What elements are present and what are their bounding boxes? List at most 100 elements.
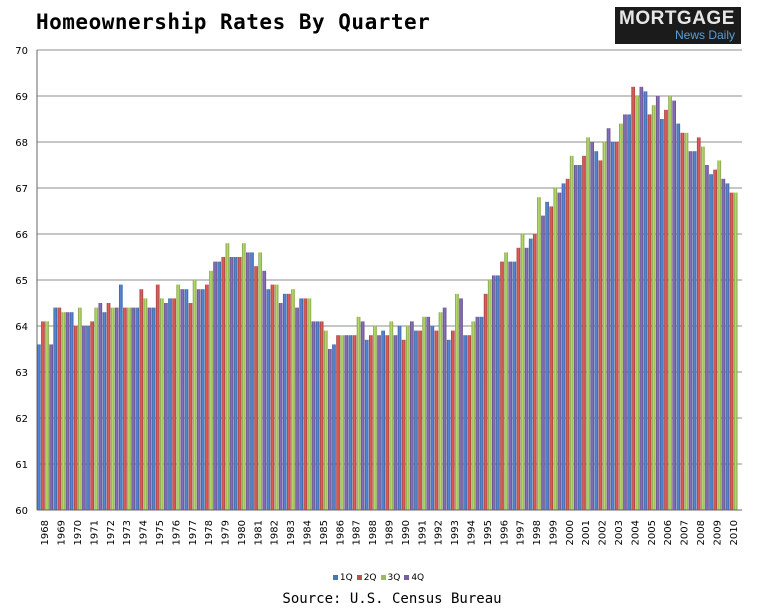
x-tick-label: 1973 [122,520,133,545]
bar-2Q-1996 [500,261,504,510]
bar-3Q-1974 [143,298,148,510]
y-tick-label: 69 [15,92,28,103]
bar-4Q-2002 [606,128,611,510]
bar-4Q-1970 [82,326,86,510]
bar-3Q-1988 [373,326,377,510]
bar-3Q-1993 [455,293,459,510]
bar-4Q-1987 [360,321,365,510]
bar-4Q-1973 [131,307,135,510]
bar-1Q-2003 [610,142,615,510]
chart-legend: 1Q 2Q 3Q 4Q [0,573,757,583]
bar-3Q-1984 [307,298,312,510]
bar-4Q-2006 [672,100,677,510]
bar-4Q-2003 [623,114,627,511]
bar-2Q-2004 [631,86,636,511]
x-tick-label: 1976 [171,520,182,545]
bar-4Q-1991 [426,316,431,510]
x-tick-label: 1994 [466,520,477,545]
x-tick-label: 1982 [270,520,281,545]
bar-3Q-1981 [258,252,263,510]
bar-3Q-2001 [586,137,590,510]
bar-2Q-2009 [713,169,718,510]
bar-1Q-1979 [217,261,222,510]
bar-2Q-1979 [221,257,226,510]
x-tick-label: 1984 [303,520,314,545]
bar-4Q-2008 [705,165,709,510]
source-caption: Source: U.S. Census Bureau [282,591,502,607]
bar-1Q-2004 [627,114,631,511]
logo-line1: MORTGAGE [619,8,735,29]
bar-2Q-1985 [319,321,324,510]
bar-1Q-1971 [86,326,90,510]
bar-3Q-1998 [537,197,541,510]
bar-3Q-1994 [471,321,476,510]
bar-2Q-1981 [254,266,258,510]
bar-1Q-1976 [168,298,172,510]
bar-4Q-1993 [459,298,463,510]
bar-3Q-1990 [405,326,410,510]
bar-1Q-1997 [512,261,517,510]
bar-3Q-1973 [127,307,131,510]
bar-2Q-1970 [73,326,78,510]
bar-3Q-1985 [323,330,328,510]
bar-4Q-1995 [491,275,496,510]
bar-1Q-2007 [676,123,681,510]
bar-4Q-2000 [573,165,578,510]
x-tick-label: 1968 [40,520,51,545]
bar-1Q-1973 [118,284,123,510]
bar-4Q-1986 [344,335,349,510]
bar-4Q-1990 [409,321,414,510]
bar-2Q-2003 [614,142,619,510]
legend-label: 3Q [387,573,401,583]
bar-4Q-1976 [180,289,185,510]
bar-4Q-1998 [541,215,545,510]
bar-2Q-1989 [385,335,390,510]
bar-3Q-1995 [487,280,492,510]
bar-4Q-1988 [377,335,381,510]
x-tick-label: 1989 [385,520,396,545]
x-tick-label: 1971 [89,520,100,545]
bar-2Q-1986 [336,335,340,510]
x-tick-label: 2008 [696,520,707,545]
bar-2Q-1984 [303,298,308,510]
x-tick-label: 1986 [335,520,346,545]
bar-4Q-1979 [229,257,234,510]
bar-3Q-1982 [274,284,279,510]
bar-2Q-2000 [565,178,570,511]
bar-4Q-1999 [557,192,562,510]
bar-4Q-2009 [721,178,726,511]
x-tick-label: 1993 [450,520,461,545]
bar-2Q-1978 [205,284,209,510]
y-tick-label: 65 [15,276,28,287]
bar-3Q-1977 [192,280,197,510]
bar-2Q-1999 [549,206,554,510]
bar-3Q-2010 [733,192,738,510]
bar-2Q-1983 [287,293,291,510]
legend-item-2Q: 2Q [356,573,377,583]
x-tick-label: 1997 [516,520,527,545]
x-tick-label: 2003 [614,520,625,545]
x-tick-label: 2007 [680,520,691,545]
x-tick-label: 1985 [319,520,330,545]
bar-3Q-1972 [110,307,115,510]
x-tick-label: 2005 [647,520,658,545]
x-tick-label: 2002 [598,520,609,545]
bar-2Q-1994 [467,335,472,510]
x-tick-label: 1990 [401,520,412,545]
bar-2Q-2006 [664,109,668,511]
bar-1Q-1987 [348,335,353,510]
bar-4Q-1997 [524,247,529,511]
x-tick-label: 1998 [532,520,543,545]
y-tick-label: 70 [15,46,28,57]
bar-4Q-2001 [590,142,595,510]
bar-4Q-1983 [295,307,299,510]
bar-1Q-1974 [135,307,140,510]
bar-1Q-1980 [233,257,238,510]
bar-2Q-1992 [434,330,439,510]
x-tick-label: 1972 [106,520,117,545]
bar-1Q-2009 [709,174,713,510]
bar-2Q-1982 [270,284,275,510]
homeownership-bar-chart: 60 61 62 63 64 65 66 67 68 69 70 1968 1969 1970 1971 19… [15,46,742,545]
bar-2Q-1969 [57,307,62,510]
bar-3Q-2006 [668,96,672,510]
